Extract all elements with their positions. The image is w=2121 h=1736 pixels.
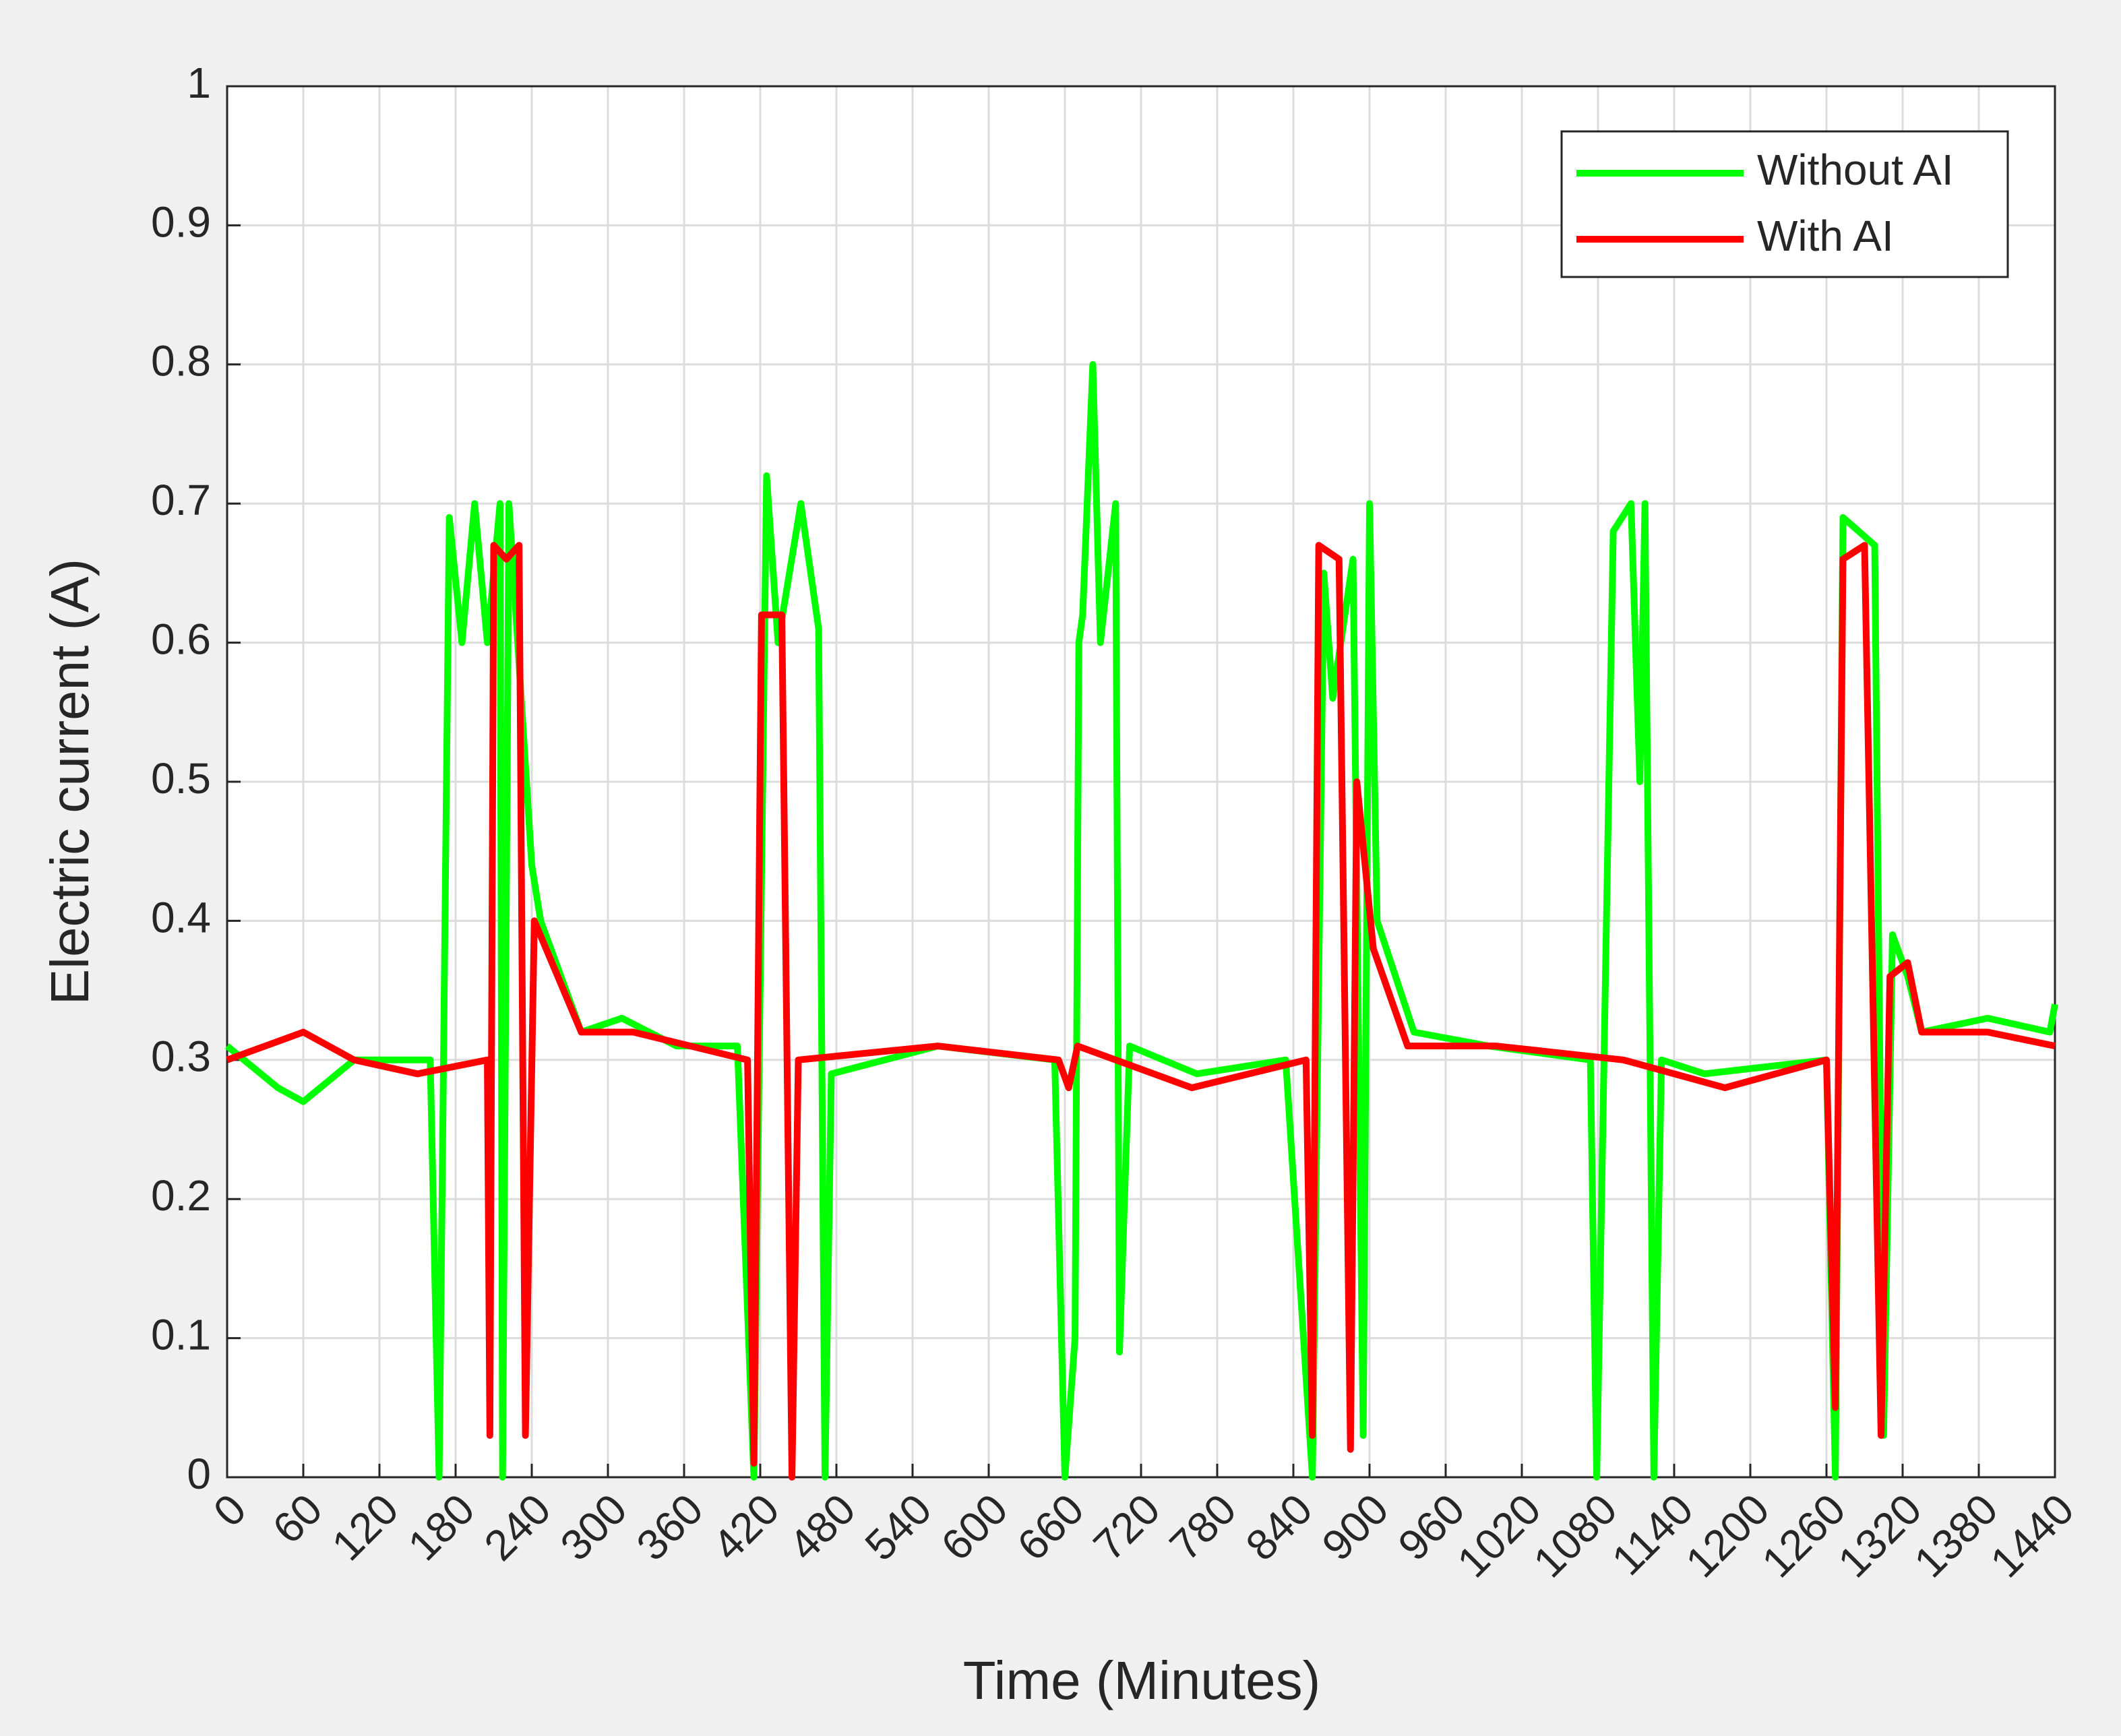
y-tick-label: 0.6	[151, 615, 211, 664]
y-tick-label: 0.1	[151, 1311, 211, 1359]
y-tick-label: 0.9	[151, 197, 211, 246]
legend-box	[1560, 130, 2009, 278]
y-tick-label: 1	[187, 59, 211, 107]
y-tick-label: 0.8	[151, 337, 211, 385]
y-tick-label: 0	[187, 1450, 211, 1498]
legend-label: Without AI	[1757, 146, 1954, 194]
y-tick-label: 0.5	[151, 754, 211, 803]
y-tick-label: 0.4	[151, 893, 211, 941]
x-axis-label: Time (Minutes)	[963, 1650, 1320, 1710]
y-axis-label: Electric current (A)	[40, 559, 100, 1005]
line	[224, 361, 2058, 1481]
axes-box	[226, 85, 2056, 1479]
line	[226, 542, 2056, 1481]
y-tick-label: 0.3	[151, 1032, 211, 1081]
legend-label: With AI	[1757, 212, 1894, 260]
y-tick-label: 0.7	[151, 476, 211, 524]
y-tick-label: 0.2	[151, 1171, 211, 1220]
